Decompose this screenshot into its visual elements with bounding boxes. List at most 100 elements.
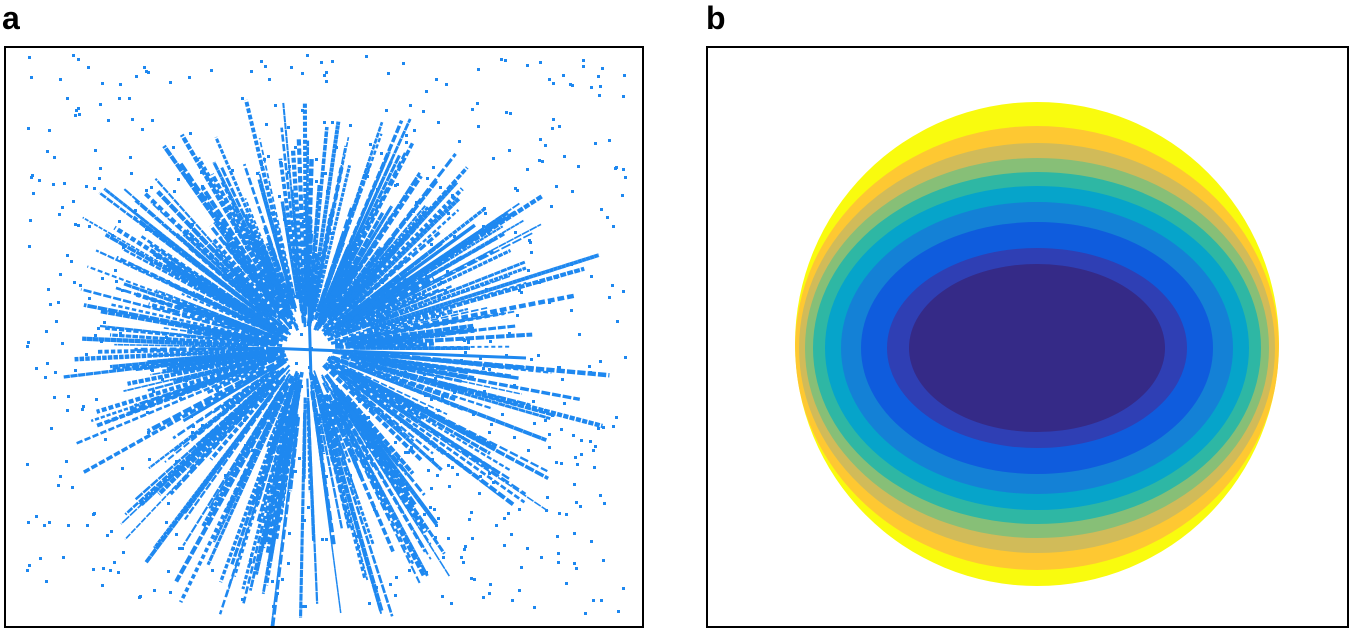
vector-dot	[94, 149, 97, 152]
vector-dot	[488, 592, 491, 595]
vector-dot	[300, 333, 303, 336]
vector-dot	[48, 129, 51, 132]
panel-a-vector-plot	[4, 46, 644, 628]
vector-dot	[172, 146, 175, 149]
vector-stroke	[166, 354, 255, 370]
color-map-canvas	[795, 102, 1279, 586]
vector-stroke	[235, 275, 290, 331]
vector-dot	[368, 602, 371, 605]
vector-dot	[294, 295, 297, 298]
vector-dot	[441, 396, 444, 399]
vector-dot	[612, 425, 615, 428]
vector-dot	[555, 185, 558, 188]
vector-dot	[256, 494, 259, 497]
vector-stroke	[256, 415, 289, 523]
vector-dot	[539, 138, 542, 141]
vector-dot	[263, 395, 266, 398]
vector-stroke	[343, 370, 423, 421]
vector-dot	[501, 413, 504, 416]
vector-dot	[50, 427, 53, 430]
vector-dot	[117, 571, 120, 574]
vector-dot	[121, 467, 124, 470]
vector-dot	[331, 60, 334, 63]
vector-dot	[39, 557, 42, 560]
vector-dot	[86, 524, 89, 527]
vector-stroke	[242, 211, 293, 316]
vector-stroke	[345, 394, 415, 475]
vector-dot	[579, 505, 582, 508]
vector-dot	[321, 538, 324, 541]
vector-dot	[249, 561, 252, 564]
vector-dot	[101, 584, 104, 587]
vector-dot	[28, 564, 31, 567]
vector-dot	[38, 179, 41, 182]
vector-stroke	[211, 354, 277, 376]
vector-dot	[189, 132, 192, 135]
vector-stroke	[331, 205, 427, 318]
vector-dot	[241, 97, 244, 100]
vector-dot	[288, 532, 291, 535]
vector-dot	[141, 128, 144, 131]
vector-stroke	[241, 404, 293, 590]
vector-stroke	[342, 354, 426, 375]
vector-stroke	[162, 144, 277, 305]
vector-dot	[131, 118, 134, 121]
vector-stroke	[313, 154, 402, 331]
vector-dot	[85, 353, 88, 356]
vector-dot	[453, 235, 456, 238]
vector-dot	[576, 463, 579, 466]
vector-dot	[45, 330, 48, 333]
vector-dot	[121, 289, 124, 292]
vector-dot	[325, 80, 328, 83]
vector-dot	[448, 485, 451, 488]
vector-stroke	[193, 369, 282, 450]
vector-dot	[179, 397, 182, 400]
vector-dot	[552, 82, 555, 85]
vector-dot	[323, 74, 326, 77]
vector-dot	[52, 183, 55, 186]
vector-dot	[72, 200, 75, 203]
vector-dot	[441, 595, 444, 598]
vector-dot	[492, 157, 495, 160]
vector-stroke	[327, 411, 359, 500]
vector-dot	[201, 424, 204, 427]
vector-dot	[53, 156, 56, 159]
vector-dot	[574, 456, 577, 459]
vector-stroke	[322, 394, 352, 463]
vector-dot	[74, 369, 77, 372]
vector-stroke	[244, 99, 295, 294]
vector-stroke	[304, 197, 313, 379]
vector-dot	[150, 368, 153, 371]
vector-stroke	[351, 323, 474, 344]
vector-stroke	[114, 343, 248, 348]
vector-dot	[594, 445, 597, 448]
vector-stroke	[104, 367, 252, 424]
vector-dot	[611, 284, 614, 287]
vector-dot	[612, 225, 615, 228]
vector-dot	[538, 281, 541, 284]
vector-dot	[31, 174, 34, 177]
vector-stroke	[135, 292, 278, 342]
vector-stroke	[332, 180, 459, 318]
vector-stroke	[331, 355, 456, 402]
vector-stroke	[331, 368, 434, 455]
vector-stroke	[348, 355, 468, 380]
vector-dot	[407, 451, 410, 454]
vector-dot	[529, 241, 532, 244]
vector-stroke	[109, 333, 266, 347]
vector-dot	[71, 486, 74, 489]
vector-dot	[97, 327, 100, 330]
vector-stroke	[265, 392, 300, 554]
vector-dot	[571, 190, 574, 193]
vector-dot	[539, 61, 542, 64]
vector-dot	[560, 428, 563, 431]
vector-dot	[590, 86, 593, 89]
vector-dot	[216, 389, 219, 392]
vector-dot	[548, 78, 551, 81]
vector-dot	[405, 141, 408, 144]
vector-dot	[435, 78, 438, 81]
vector-dot	[74, 223, 77, 226]
vector-stroke	[167, 256, 266, 322]
vector-dot	[544, 419, 547, 422]
vector-dot	[600, 208, 603, 211]
